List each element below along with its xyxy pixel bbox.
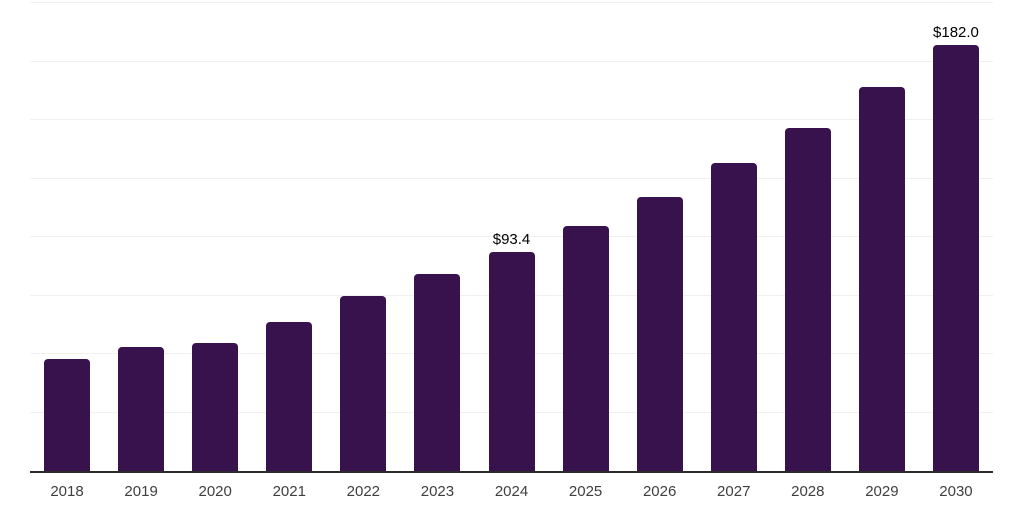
bar-2022 [340, 295, 387, 471]
x-tick-label-2021: 2021 [272, 483, 306, 500]
gridline [30, 60, 993, 62]
bar-slot [400, 3, 474, 471]
bar-slot [326, 3, 400, 471]
gridline [30, 119, 993, 120]
bar-slot: $93.4 [474, 3, 548, 471]
bar-value-label-2024: $93.4 [492, 231, 531, 249]
bar-slot [623, 3, 697, 471]
bar-2020 [192, 343, 239, 471]
x-tick-label-2024: 2024 [494, 483, 529, 500]
x-tick-label-2027: 2027 [717, 483, 751, 500]
x-tick-label-2022: 2022 [346, 483, 381, 500]
bar-2021 [266, 321, 313, 471]
bar-slot: $182.0 [919, 3, 993, 471]
x-tick-label-2025: 2025 [568, 483, 603, 500]
x-tick-label-2029: 2029 [865, 483, 899, 500]
bar-2026 [636, 197, 683, 471]
x-tick-label-2028: 2028 [791, 483, 825, 500]
bar-2018 [44, 359, 91, 471]
bar-2028 [784, 127, 831, 471]
x-tick-label-2019: 2019 [124, 483, 158, 500]
bar-2025 [562, 225, 609, 471]
x-axis-line [30, 471, 993, 473]
bar-slot [178, 3, 252, 471]
x-tick-label-2026: 2026 [642, 483, 677, 500]
gridline [30, 177, 993, 179]
bar-value-label-2030: $182.0 [933, 24, 979, 42]
x-tick-label-2030: 2030 [939, 483, 973, 500]
bar-slot [845, 3, 919, 471]
x-tick-label-2023: 2023 [420, 483, 455, 500]
bar-2029 [858, 86, 905, 471]
bar-slot [549, 3, 623, 471]
bar-2019 [118, 346, 165, 471]
bars-row: $93.4 $182.0 [30, 3, 993, 471]
bar-slot [30, 3, 104, 471]
bar-2024: $93.4 [488, 231, 535, 471]
bar-slot [771, 3, 845, 471]
x-axis-tick-labels: 2018 2019 2020 2021 2022 2023 2024 2025 2026 2027… [30, 483, 993, 500]
x-tick-label-2020: 2020 [198, 483, 232, 500]
gridline [30, 236, 993, 237]
bar-slot [252, 3, 326, 471]
bar-2030: $182.0 [932, 24, 979, 471]
bar-slot [104, 3, 178, 471]
plot-area: $93.4 $182.0 [30, 2, 993, 471]
bar-slot [697, 3, 771, 471]
bar-2023 [414, 274, 461, 471]
x-tick-label-2018: 2018 [50, 483, 84, 500]
bar-2027 [710, 163, 757, 471]
gridline [30, 2, 993, 3]
